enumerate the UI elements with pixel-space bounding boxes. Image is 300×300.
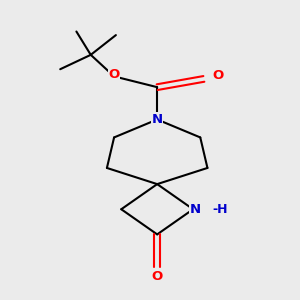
Text: N: N (152, 113, 163, 126)
Text: N: N (189, 203, 200, 216)
Text: O: O (213, 69, 224, 82)
Text: -H: -H (213, 203, 228, 216)
Text: O: O (109, 68, 120, 81)
Text: O: O (152, 270, 163, 283)
